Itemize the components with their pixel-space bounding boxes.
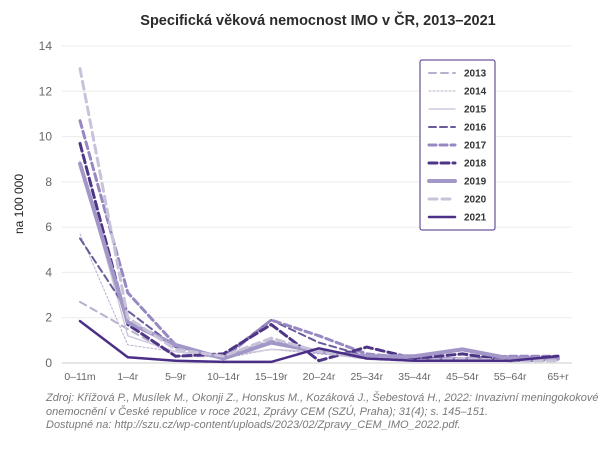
x-tick-label: 55–64r [494,371,527,383]
series-line-2018 [78,141,560,363]
series-group [78,67,560,364]
y-tick-label: 4 [45,265,52,279]
legend-box [419,59,496,231]
series-line-2017 [78,119,560,360]
x-tick-label: 35–44r [398,371,431,383]
legend: 2013 2014 2015 2016 2017 2018 2019 2020 2021 [419,59,496,231]
x-tick-label: 65+r [547,371,569,383]
y-tick-label: 0 [45,356,52,370]
series-line-2021 [78,319,560,364]
y-axis-ticks: 0 2 4 6 8 10 12 14 [39,39,53,370]
legend-label-2014: 2014 [464,87,487,98]
x-tick-label: 15–19r [255,371,288,383]
y-axis-label: na 100 000 [12,174,26,234]
legend-label-2020: 2020 [464,195,487,206]
source-line-2: onemocnění v České republice v roce 2021… [46,405,489,418]
legend-label-2015: 2015 [464,105,487,116]
x-tick-label: 20–24r [303,371,336,383]
source-note: Zdroj: Křížová P., Musílek M., Okonji Z.… [46,392,599,433]
y-tick-label: 6 [45,220,52,234]
x-tick-label: 1–4r [117,371,139,383]
y-tick-label: 10 [39,130,53,144]
source-line-1: Zdroj: Křížová P., Musílek M., Okonji Z.… [46,392,599,404]
legend-label-2019: 2019 [464,177,487,188]
y-tick-label: 8 [45,175,52,189]
gridlines [62,45,572,364]
series-line-2020 [78,67,560,363]
legend-label-2013: 2013 [464,69,487,80]
x-tick-label: 10–14r [207,371,240,383]
legend-label-2021: 2021 [464,213,487,224]
legend-label-2018: 2018 [464,159,487,170]
y-tick-label: 2 [45,311,52,325]
y-tick-label: 12 [39,84,53,98]
x-axis-ticks: 0–11m 1–4r 5–9r 10–14r 15–19r 20–24r 25–34r 35–… [64,371,569,383]
source-line-3: Dostupné na: http://szu.cz/wp-content/up… [46,419,461,431]
legend-label-2017: 2017 [464,141,487,152]
x-tick-label: 45–54r [446,371,479,383]
y-tick-label: 14 [39,39,53,53]
series-line-2016 [79,237,559,362]
legend-label-2016: 2016 [464,123,487,134]
x-tick-label: 0–11m [64,371,96,383]
x-tick-label: 25–34r [350,371,383,383]
chart-title: Specifická věková nemocnost IMO v ČR, 20… [140,11,495,29]
x-tick-label: 5–9r [165,371,187,383]
